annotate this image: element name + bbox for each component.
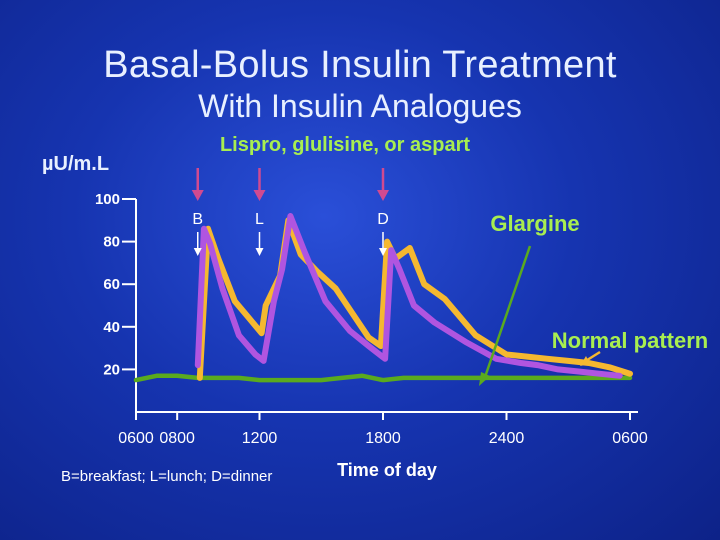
meal-arrow-head: [253, 190, 266, 201]
x-tick-label: 1800: [365, 430, 401, 447]
x-axis-label: Time of day: [337, 460, 437, 480]
bolus-header: Lispro, glulisine, or aspart: [220, 134, 470, 156]
normal-pattern-label: Normal pattern: [552, 328, 708, 353]
slide-subtitle: With Insulin Analogues: [198, 88, 522, 124]
series-line: [196, 217, 633, 381]
y-tick-label: 40: [103, 319, 120, 336]
series-line: [194, 213, 623, 379]
meal-arrow-head: [191, 190, 204, 201]
meal-footnote: B=breakfast; L=lunch; D=dinner: [61, 468, 272, 485]
glargine-pointer-head: [479, 372, 490, 386]
y-axis-label: µU/m.L: [42, 153, 109, 175]
axes: 20 40 60 80 100 0600 0800 1200 1800 2400 0600: [95, 191, 648, 447]
x-tick-label: 0600: [118, 430, 154, 447]
meal-marker-head: [255, 248, 264, 256]
series: [133, 213, 633, 383]
glargine-pointer-shaft: [482, 245, 532, 381]
y-tick-label: 60: [103, 276, 120, 293]
x-tick-label: 0800: [159, 430, 195, 447]
meal-marker-head: [193, 248, 202, 256]
meal-label: B: [192, 211, 203, 228]
meal-marker-head: [379, 248, 387, 256]
slide-title: Basal-Bolus Insulin Treatment: [103, 44, 617, 86]
y-tick-label: 100: [95, 191, 120, 208]
meal-label: D: [377, 211, 389, 228]
glargine-label: Glargine: [490, 211, 579, 236]
y-tick-label: 80: [103, 234, 120, 251]
y-tick-label: 20: [103, 361, 120, 378]
meal-label: L: [255, 211, 264, 228]
x-tick-label: 2400: [489, 430, 525, 447]
normal-pointer-head: [580, 356, 590, 366]
meal-arrow-head: [377, 190, 389, 201]
series-line: [133, 373, 633, 383]
x-tick-label: 0600: [612, 430, 648, 447]
x-tick-label: 1200: [242, 430, 278, 447]
